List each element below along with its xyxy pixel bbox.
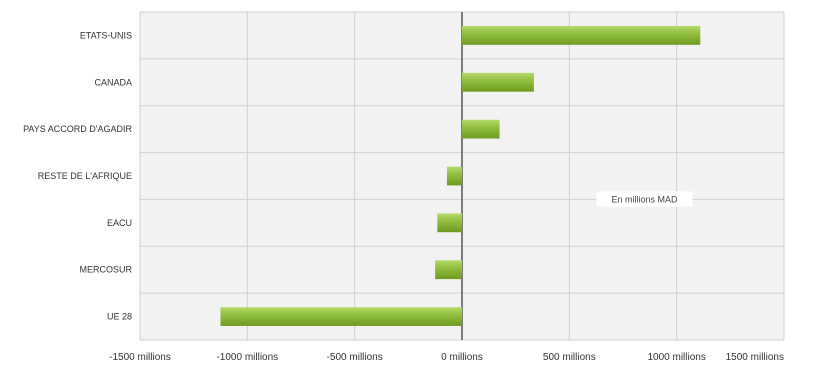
x-tick-label: 500 millions (543, 352, 596, 363)
category-label: UE 28 (107, 312, 132, 322)
x-tick-label: 1500 millions (726, 352, 784, 363)
category-label: ETATS-UNIS (80, 30, 132, 40)
category-label: RESTE DE L'AFRIQUE (38, 171, 132, 181)
bar-reste-de-l-afrique (446, 166, 462, 186)
x-axis-tick-labels: -1500 millions -1000 millions -500 million… (109, 352, 784, 363)
bar-canada (462, 72, 534, 92)
x-tick-label: 1000 millions (647, 352, 705, 363)
category-label: PAYS ACCORD D'AGADIR (23, 124, 132, 134)
annotation: En millions MAD (596, 191, 693, 207)
x-tick-label: -1000 millions (216, 352, 278, 363)
bar-etats-unis (462, 26, 701, 45)
bar-mercosur (435, 260, 462, 280)
bar-ue-28 (220, 307, 462, 326)
x-tick-label: -1500 millions (109, 352, 171, 363)
bar-eacu (437, 213, 462, 233)
x-tick-label: 0 millions (441, 352, 483, 363)
bar-pays-accord-d-agadir (462, 119, 500, 139)
annotation-box (596, 191, 693, 207)
category-label: EACU (107, 218, 132, 228)
category-label: MERCOSUR (79, 265, 132, 275)
bars (220, 26, 701, 326)
annotation-text: En millions MAD (611, 194, 678, 204)
category-label: CANADA (94, 77, 132, 87)
x-tick-label: -500 millions (327, 352, 383, 363)
category-labels: ETATS-UNIS CANADA PAYS ACCORD D'AGADIR REST… (23, 30, 132, 321)
